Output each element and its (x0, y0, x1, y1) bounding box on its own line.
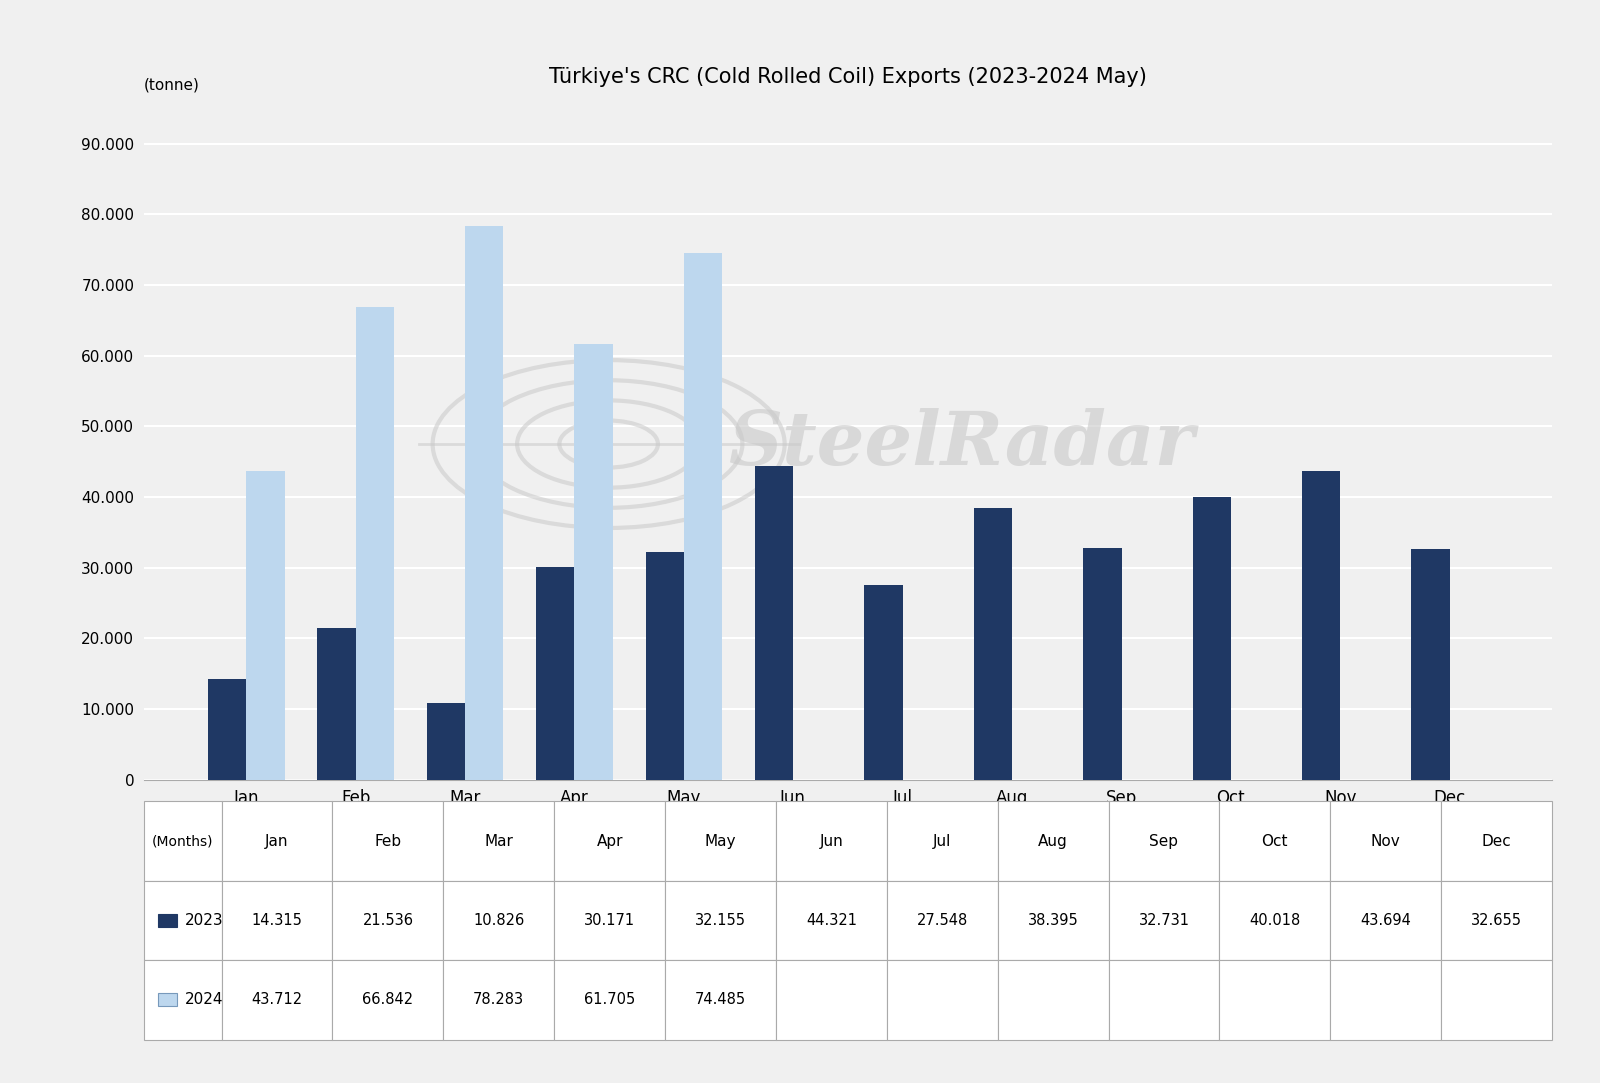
Text: 32.655: 32.655 (1470, 913, 1522, 928)
Bar (317, 627, 355, 780)
Text: 14.315: 14.315 (251, 913, 302, 928)
Text: Dec: Dec (1482, 834, 1512, 849)
Text: Feb: Feb (374, 834, 402, 849)
Title: Türkiye's CRC (Cold Rolled Coil) Exports (2023-2024 May): Türkiye's CRC (Cold Rolled Coil) Exports… (549, 67, 1147, 88)
Text: 2024: 2024 (186, 992, 224, 1007)
Bar (683, 253, 722, 780)
Bar (864, 585, 902, 780)
Bar (1192, 497, 1230, 780)
Text: Aug: Aug (1038, 834, 1067, 849)
Text: Jun: Jun (819, 834, 843, 849)
Text: Mar: Mar (485, 834, 514, 849)
Bar (1302, 471, 1341, 780)
Text: 74.485: 74.485 (694, 992, 746, 1007)
Bar (536, 566, 574, 780)
Bar (1083, 548, 1122, 780)
Text: 40.018: 40.018 (1250, 913, 1301, 928)
Text: 2023: 2023 (186, 913, 224, 928)
Text: 44.321: 44.321 (806, 913, 858, 928)
Bar (974, 508, 1013, 780)
Text: 43.694: 43.694 (1360, 913, 1411, 928)
Text: May: May (704, 834, 736, 849)
Bar (355, 308, 394, 780)
Text: 32.155: 32.155 (694, 913, 746, 928)
Bar (646, 552, 683, 780)
Text: 27.548: 27.548 (917, 913, 968, 928)
Bar (755, 467, 794, 780)
Text: 38.395: 38.395 (1027, 913, 1078, 928)
Text: (tonne): (tonne) (144, 77, 200, 92)
Text: Jan: Jan (266, 834, 288, 849)
Bar (466, 226, 504, 780)
Text: 30.171: 30.171 (584, 913, 635, 928)
Text: Apr: Apr (597, 834, 622, 849)
Text: 78.283: 78.283 (474, 992, 525, 1007)
Text: 10.826: 10.826 (474, 913, 525, 928)
Text: SteelRadar: SteelRadar (728, 408, 1194, 480)
Bar (208, 679, 246, 780)
Text: 66.842: 66.842 (362, 992, 413, 1007)
Bar (574, 343, 613, 780)
Text: (Months): (Months) (152, 834, 214, 848)
Text: 43.712: 43.712 (251, 992, 302, 1007)
Bar (246, 471, 285, 780)
Bar (1411, 549, 1450, 780)
Text: Oct: Oct (1261, 834, 1288, 849)
Text: Nov: Nov (1371, 834, 1400, 849)
Text: Jul: Jul (933, 834, 952, 849)
Text: 21.536: 21.536 (363, 913, 413, 928)
Bar (427, 703, 466, 780)
Text: Sep: Sep (1149, 834, 1179, 849)
Text: 61.705: 61.705 (584, 992, 635, 1007)
Text: 32.731: 32.731 (1139, 913, 1189, 928)
